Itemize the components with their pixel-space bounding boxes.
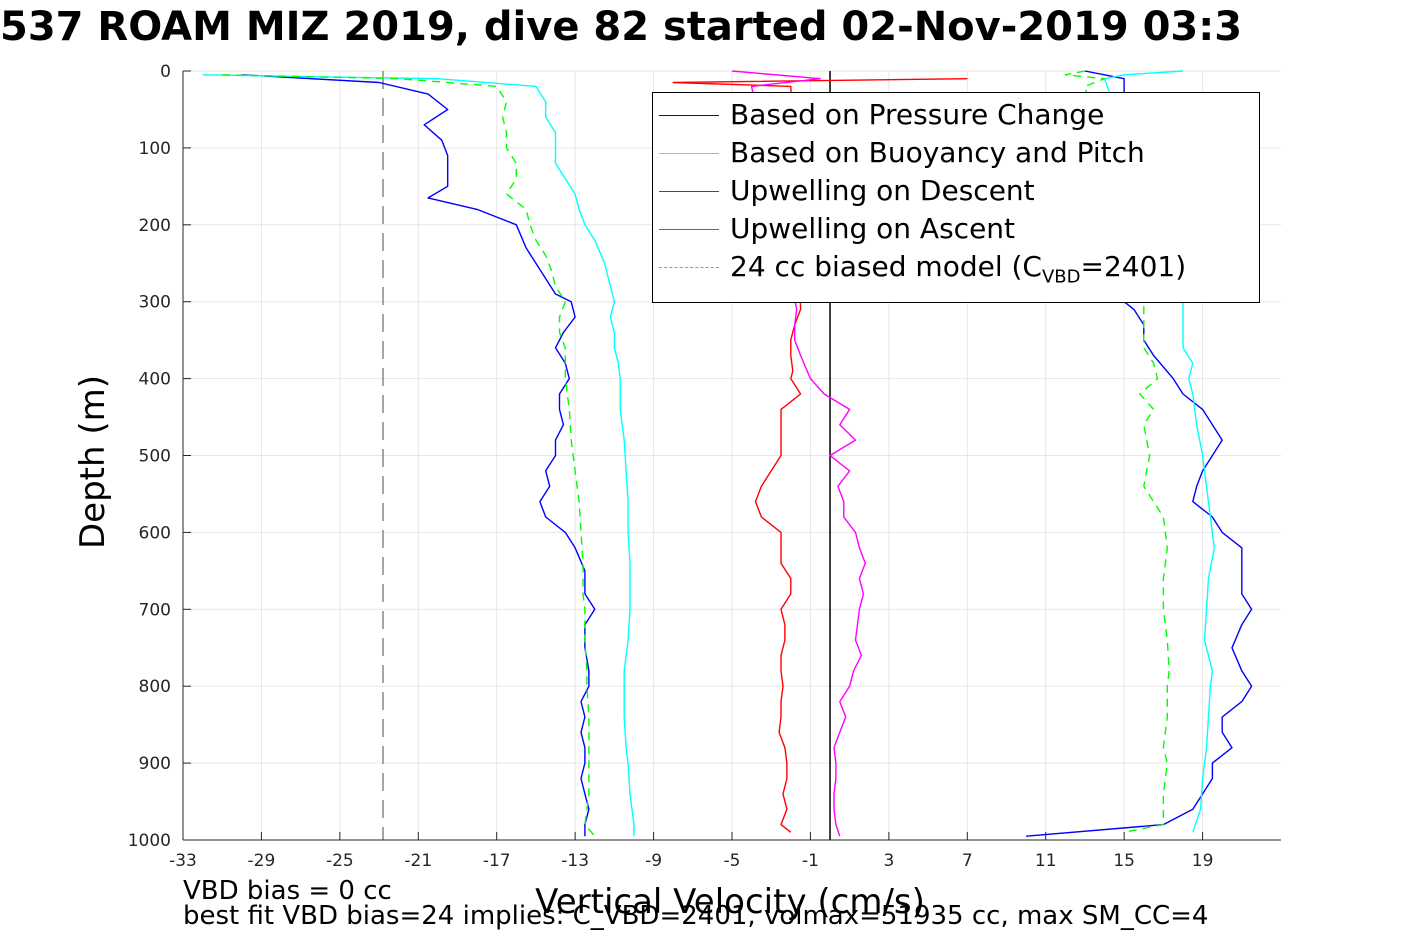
x-axis-label: Vertical Velocity (cm/s) [535,882,925,922]
y-tick-label: 200 [139,216,171,236]
y-tick-label: 600 [139,523,171,543]
series-line-1-1 [1103,70,1216,833]
y-tick-label: 500 [139,447,171,467]
x-tick-label: -29 [248,851,276,871]
legend-label-pressure: Based on Pressure Change [730,98,1105,131]
chart-title: 537 ROAM MIZ 2019, dive 82 started 02-No… [0,4,1243,50]
y-tick-label: 900 [139,754,171,774]
legend-label-model-prefix: 24 cc biased model (C [730,250,1042,283]
legend-label-buoyancy: Based on Buoyancy and Pitch [730,136,1145,169]
y-tick-label: 100 [139,139,171,159]
best-fit-note: best fit VBD bias=24 implies: C_VBD=2401… [183,901,1209,931]
series-line-0-0 [241,74,596,837]
legend-label-model: 24 cc biased model (CVBD=2401) [730,250,1186,288]
x-tick-label: -17 [483,851,511,871]
legend-label-model-sub: VBD [1041,266,1081,288]
y-axis-label: Depth (m) [73,374,113,550]
legend-swatch-model [659,267,719,268]
legend-swatch-ascent [659,229,719,230]
legend-swatch-pressure [659,115,719,116]
x-tick-label: -33 [169,851,197,871]
y-tick-label: 800 [139,677,171,697]
y-tick-label: 300 [139,293,171,313]
x-tick-label: 11 [1035,851,1057,871]
legend-item-model: 24 cc biased model (CVBD=2401) [653,248,1259,288]
x-tick-label: 3 [883,851,894,871]
legend: Based on Pressure Change Based on Buoyan… [652,92,1260,303]
y-tick-label: 1000 [128,831,171,851]
series-line-4-0 [222,74,596,837]
y-tick-label: 700 [139,600,171,620]
y-tick-label: 400 [139,370,171,390]
legend-swatch-buoyancy [659,153,719,154]
series-line-4-1 [1064,70,1170,833]
legend-label-model-suffix: =2401) [1080,250,1187,283]
x-tick-label: -13 [561,851,589,871]
legend-item-descent: Upwelling on Descent [653,172,1259,210]
x-tick-label: -1 [802,851,819,871]
x-tick-label: -21 [404,851,432,871]
legend-item-buoyancy: Based on Buoyancy and Pitch [653,134,1259,172]
x-tick-label: 19 [1192,851,1214,871]
vbd-bias-note: VBD bias = 0 cc [183,876,392,906]
x-tick-label: 15 [1113,851,1135,871]
legend-label-ascent: Upwelling on Ascent [730,212,1016,245]
legend-item-pressure: Based on Pressure Change [653,96,1259,134]
x-tick-label: -5 [724,851,741,871]
legend-item-ascent: Upwelling on Ascent [653,210,1259,248]
x-tick-label: 7 [962,851,973,871]
x-tick-label: -9 [645,851,662,871]
x-tick-label: -25 [326,851,354,871]
y-tick-label: 0 [160,62,171,82]
series-line-1-0 [202,74,635,837]
legend-swatch-descent [659,191,719,192]
series-line-2-0 [672,78,968,833]
series-line-3-0 [731,70,866,837]
legend-label-descent: Upwelling on Descent [730,174,1035,207]
